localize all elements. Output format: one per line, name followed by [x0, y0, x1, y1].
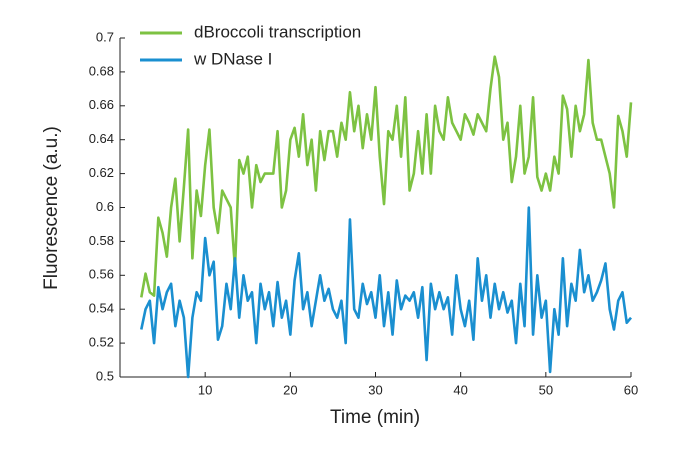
legend-label: dBroccoli transcription [194, 22, 361, 41]
y-tick-label: 0.56 [89, 267, 114, 282]
x-tick-label: 20 [283, 382, 297, 397]
y-tick-label: 0.52 [89, 335, 114, 350]
y-tick-label: 0.5 [96, 368, 114, 383]
data-line [140, 55, 633, 298]
y-tick-label: 0.7 [96, 29, 114, 44]
y-tick-label: 0.64 [89, 131, 114, 146]
data-line [140, 206, 632, 379]
y-axis-label: Fluorescence (a.u.) [41, 126, 62, 290]
y-tick-label: 0.66 [89, 97, 114, 112]
x-axis-label: Time (min) [330, 407, 420, 428]
y-tick-label: 0.6 [96, 199, 114, 214]
legend-label: w DNase I [193, 49, 272, 68]
y-tick-label: 0.62 [89, 165, 114, 180]
y-tick-label: 0.54 [89, 301, 114, 316]
y-tick-label: 0.58 [89, 233, 114, 248]
x-tick-label: 10 [198, 382, 212, 397]
x-tick-label: 30 [368, 382, 382, 397]
x-tick-label: 50 [539, 382, 553, 397]
x-tick-label: 60 [624, 382, 638, 397]
x-tick-label: 40 [453, 382, 467, 397]
y-tick-label: 0.68 [89, 63, 114, 78]
